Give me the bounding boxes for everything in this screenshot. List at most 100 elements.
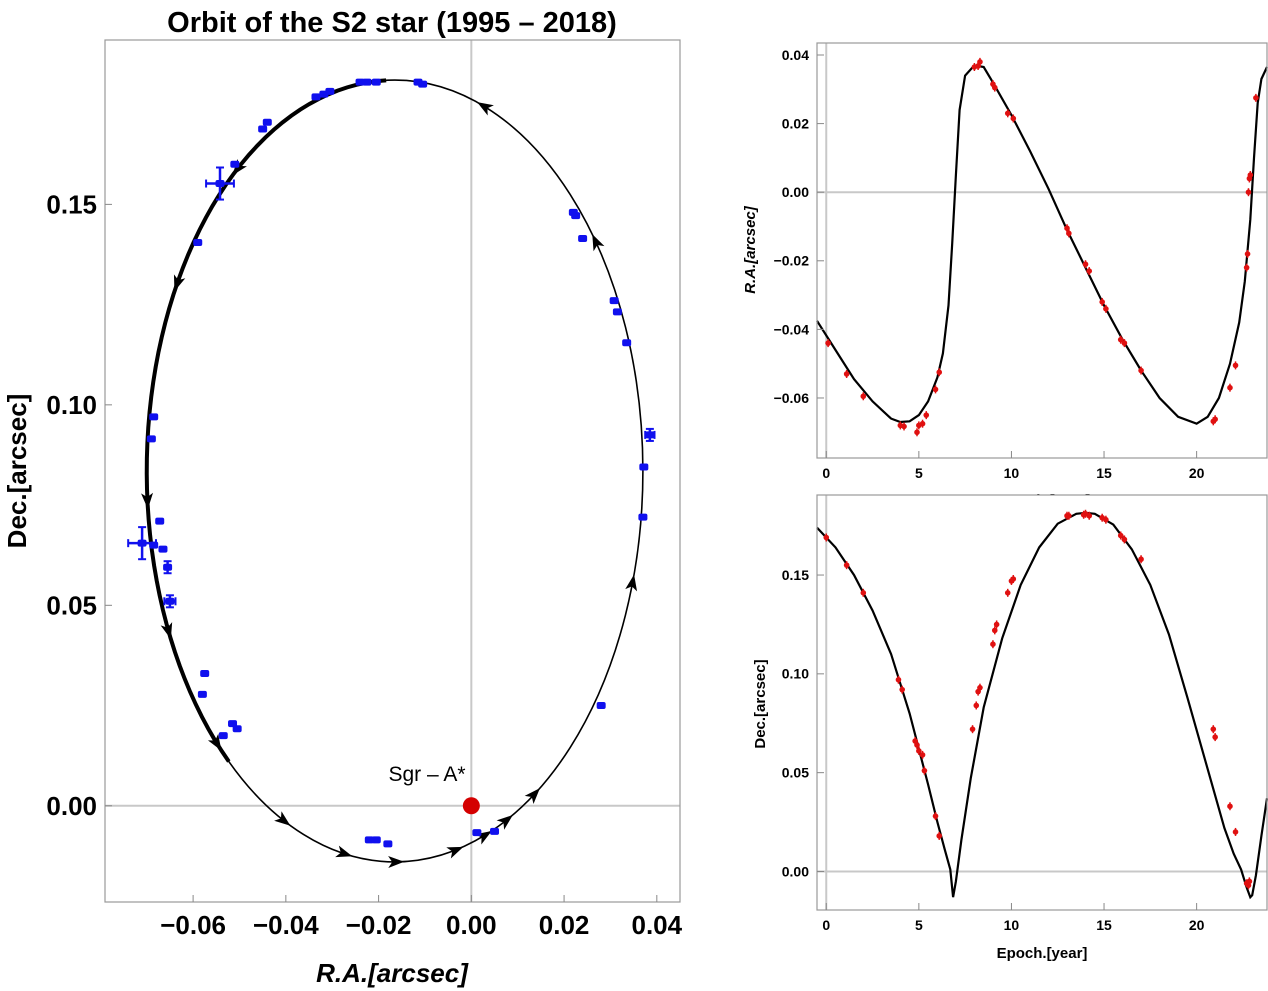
ra-x-tick-label: 20 bbox=[1189, 465, 1205, 481]
orbit-zero-lines bbox=[105, 40, 680, 902]
orbit-y-tick-label: 0.00 bbox=[46, 791, 97, 821]
orbit-data-point bbox=[383, 840, 393, 848]
orbit-chart: Orbit of the S2 star (1995 – 2018) Sgr –… bbox=[2, 7, 683, 988]
orbit-data-marker bbox=[578, 234, 588, 242]
orbit-direction-arrow bbox=[232, 159, 247, 176]
orbit-data-marker bbox=[311, 93, 321, 101]
dec-data-point bbox=[1212, 734, 1218, 740]
dec-data-point bbox=[1004, 590, 1011, 596]
orbit-x-tick-label: −0.02 bbox=[346, 910, 412, 940]
orbit-data-point bbox=[149, 413, 159, 421]
orbit-data-point bbox=[163, 560, 173, 575]
ra-data-point bbox=[936, 369, 943, 376]
orbit-data-point bbox=[158, 545, 168, 553]
dec-x-axis-label: Epoch.[year] bbox=[997, 945, 1088, 962]
ra-data-point bbox=[843, 371, 850, 377]
orbit-data-point bbox=[200, 669, 210, 677]
orbit-x-tick-label: 0.02 bbox=[539, 910, 590, 940]
ra-data-point bbox=[932, 386, 939, 393]
dec-data-point bbox=[1117, 532, 1124, 539]
orbit-model-thick-arc bbox=[144, 78, 387, 763]
ra-plot-frame bbox=[816, 42, 1268, 459]
dec-data-point bbox=[1227, 803, 1233, 810]
orbit-data-marker bbox=[146, 435, 156, 443]
orbit-direction-arrow bbox=[141, 492, 154, 510]
orbit-data-marker bbox=[197, 690, 207, 698]
dec-observations bbox=[823, 509, 1253, 890]
orbit-y-axis: 0.00 0.05 0.10 0.15 bbox=[46, 189, 112, 821]
orbit-data-marker bbox=[612, 308, 622, 316]
orbit-direction-arrow bbox=[388, 856, 405, 869]
orbit-direction-arrow bbox=[496, 815, 513, 830]
dec-data-point bbox=[991, 627, 998, 634]
orbit-data-marker bbox=[215, 180, 225, 188]
orbit-data-marker bbox=[258, 125, 268, 133]
orbit-direction-arrow bbox=[274, 811, 291, 826]
dec-data-point bbox=[977, 684, 983, 691]
orbit-data-marker bbox=[230, 160, 240, 168]
orbit-direction-arrow bbox=[625, 574, 638, 592]
orbit-data-marker bbox=[639, 463, 649, 471]
orbit-x-tick-label: −0.06 bbox=[160, 910, 226, 940]
sgr-a-star-label: Sgr – A* bbox=[388, 763, 465, 786]
orbit-data-point bbox=[418, 80, 428, 88]
ra-y-tick-label: 0.04 bbox=[782, 47, 809, 63]
sgr-a-star-marker bbox=[462, 797, 480, 815]
dec-y-tick-label: 0.00 bbox=[782, 863, 809, 879]
ra-y-axis-label: R.A.[arcsec] bbox=[742, 205, 759, 294]
dec-data-point bbox=[860, 590, 867, 596]
orbit-data-point bbox=[262, 118, 272, 126]
ra-data-point bbox=[914, 429, 920, 436]
orbit-x-tick-label: 0.00 bbox=[446, 910, 497, 940]
ra-data-point bbox=[1103, 306, 1109, 312]
dec-data-point bbox=[1066, 512, 1072, 519]
orbit-data-point bbox=[230, 160, 240, 168]
orbit-data-point bbox=[163, 594, 177, 609]
dec-x-tick-label: 15 bbox=[1096, 917, 1112, 933]
dec-data-point bbox=[973, 702, 980, 709]
dec-plot-frame bbox=[816, 494, 1268, 911]
orbit-data-marker bbox=[371, 78, 381, 86]
dec-data-point bbox=[990, 641, 996, 648]
orbit-y-tick-label: 0.10 bbox=[46, 390, 97, 420]
ra-x-tick-label: 5 bbox=[915, 465, 923, 481]
dec-data-point bbox=[919, 752, 926, 758]
ra-data-point bbox=[1227, 384, 1233, 391]
orbit-data-point bbox=[638, 513, 648, 521]
ra-data-point bbox=[977, 59, 983, 65]
ra-y-tick-label: −0.04 bbox=[774, 321, 810, 337]
orbit-direction-arrow bbox=[446, 846, 464, 859]
orbit-data-marker bbox=[200, 669, 210, 677]
orbit-data-marker bbox=[158, 545, 168, 553]
ra-data-point bbox=[1247, 172, 1254, 178]
orbit-data-point bbox=[258, 125, 268, 133]
orbit-data-point bbox=[364, 836, 374, 844]
orbit-data-point bbox=[218, 732, 228, 740]
orbit-data-marker bbox=[418, 80, 428, 88]
ra-data-point bbox=[825, 340, 831, 346]
dec-x-tick-label: 0 bbox=[822, 917, 830, 933]
orbit-data-marker bbox=[319, 90, 329, 98]
orbit-data-marker bbox=[596, 702, 606, 710]
dec-data-point bbox=[1232, 829, 1239, 835]
dec-data-point bbox=[843, 562, 850, 568]
ra-x-axis: 0 5 10 15 20 bbox=[822, 451, 1205, 481]
dec-data-point bbox=[921, 767, 928, 774]
orbit-x-tick-label: 0.04 bbox=[632, 910, 683, 940]
ra-data-point bbox=[1244, 251, 1251, 257]
dec-data-point bbox=[1210, 726, 1217, 732]
dec-data-point bbox=[993, 621, 1000, 628]
dec-x-axis: 0 5 10 15 20 bbox=[822, 903, 1205, 933]
dec-data-point bbox=[1010, 576, 1017, 582]
dec-data-point bbox=[936, 833, 943, 839]
orbit-data-marker bbox=[149, 541, 159, 549]
ra-y-tick-label: 0.02 bbox=[782, 115, 809, 131]
orbit-data-marker bbox=[193, 238, 203, 246]
dec-epoch-chart: 0 5 10 15 20 0.00 0.05 0.10 0.15 Epoch.[year] D… bbox=[752, 494, 1268, 962]
orbit-data-point bbox=[371, 78, 381, 86]
dec-data-point bbox=[823, 534, 830, 541]
orbit-data-point bbox=[609, 297, 619, 305]
orbit-direction-arrow bbox=[592, 234, 605, 252]
dec-model-curve bbox=[816, 511, 1268, 900]
